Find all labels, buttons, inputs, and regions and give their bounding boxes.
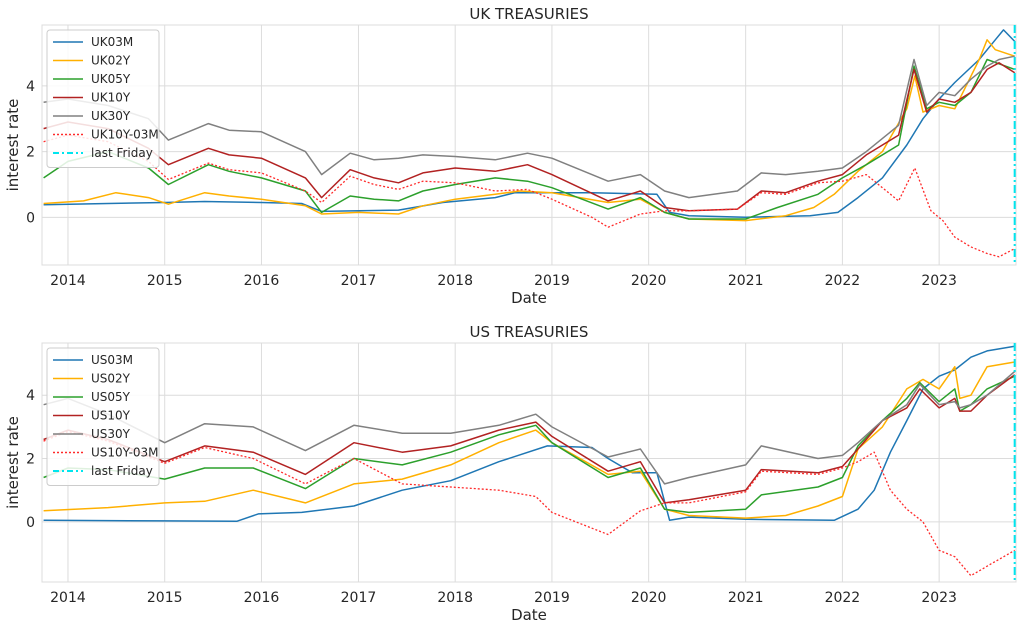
legend-label: UK10Y xyxy=(91,91,131,105)
legend-label: UK02Y xyxy=(91,54,131,68)
x-tick-label: 2021 xyxy=(728,273,764,289)
x-axis-label: Date xyxy=(511,289,547,307)
x-tick-label: 2016 xyxy=(244,273,280,289)
y-axis-label: interest rate xyxy=(4,416,22,509)
x-tick-label: 2019 xyxy=(534,590,570,606)
series-line-uk10y-03m xyxy=(43,134,1016,258)
series-line-us10y-03m xyxy=(43,430,1016,577)
series-line-uk03m xyxy=(43,29,1016,219)
x-axis-label: Date xyxy=(511,606,547,624)
legend-label: US02Y xyxy=(91,372,131,386)
legend-label: US10Y xyxy=(91,409,131,423)
plot-frame xyxy=(41,342,1017,583)
series-line-us10y xyxy=(43,374,1016,504)
legend-box xyxy=(46,347,160,486)
x-tick-label: 2014 xyxy=(50,590,86,606)
y-tick-label: 4 xyxy=(26,388,35,404)
chart-panel-2: 2014 2015 2016 2017 2018 2019 2020 2021 2022 2023… xyxy=(4,323,1017,624)
series-line-us02y xyxy=(43,361,1015,519)
series-line-us05y xyxy=(43,375,1016,514)
legend-label: last Friday xyxy=(91,146,153,160)
gridlines xyxy=(42,25,1016,265)
legend-label: US30Y xyxy=(91,427,131,441)
series-line-uk30y xyxy=(43,55,1015,199)
legend-label: US03M xyxy=(91,353,133,367)
series-line-us03m xyxy=(43,345,1015,522)
x-tick-label: 2022 xyxy=(825,273,861,289)
x-tick-label: 2015 xyxy=(147,590,183,606)
x-tick-label: 2023 xyxy=(921,590,957,606)
x-tick-label: 2016 xyxy=(244,590,280,606)
y-tick-label: 4 xyxy=(26,79,35,95)
x-tick-label: 2015 xyxy=(147,273,183,289)
plot-frame xyxy=(41,24,1017,266)
chart-title: UK TREASURIES xyxy=(469,5,588,23)
x-tick-label: 2020 xyxy=(631,590,667,606)
legend: UK03M UK02Y UK05Y UK10Y UK30Y UK10Y-03M last F… xyxy=(46,29,160,168)
series-line-uk05y xyxy=(43,58,1015,220)
x-tick-label: 2017 xyxy=(341,273,377,289)
y-tick-label: 2 xyxy=(26,145,35,161)
series-line-uk10y xyxy=(43,62,1016,212)
legend-label: last Friday xyxy=(91,464,153,478)
legend-label: UK03M xyxy=(91,35,133,49)
chart-title: US TREASURIES xyxy=(470,323,589,341)
x-tick-label: 2017 xyxy=(341,590,377,606)
legend-label: UK05Y xyxy=(91,72,131,86)
legend-box xyxy=(46,29,160,168)
x-tick-label: 2018 xyxy=(437,273,473,289)
legend-label: UK30Y xyxy=(91,109,131,123)
x-tick-label: 2023 xyxy=(921,273,957,289)
gridlines xyxy=(42,343,1016,582)
x-tick-label: 2020 xyxy=(631,273,667,289)
series-line-uk02y xyxy=(43,39,1015,222)
chart-panel-1: 2014 2015 2016 2017 2018 2019 2020 2021 2022 2023… xyxy=(4,5,1017,307)
x-tick-label: 2014 xyxy=(50,273,86,289)
y-tick-label: 2 xyxy=(26,452,35,468)
y-axis-label: interest rate xyxy=(4,99,22,192)
legend-label: US05Y xyxy=(91,390,131,404)
x-tick-label: 2019 xyxy=(534,273,570,289)
x-tick-label: 2021 xyxy=(728,590,764,606)
legend-label: US10Y-03M xyxy=(91,446,159,460)
y-tick-label: 0 xyxy=(26,515,35,531)
legend: US03M US02Y US05Y US10Y US30Y US10Y-03M last F… xyxy=(46,347,160,486)
y-tick-label: 0 xyxy=(26,210,35,226)
series-line-us30y xyxy=(43,370,1016,485)
x-tick-label: 2022 xyxy=(825,590,861,606)
x-tick-label: 2018 xyxy=(437,590,473,606)
legend-label: UK10Y-03M xyxy=(91,128,159,142)
